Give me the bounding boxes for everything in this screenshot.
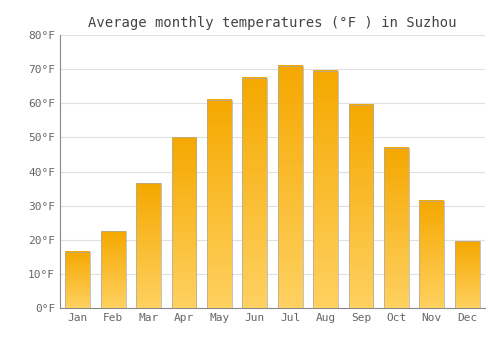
Bar — [384, 148, 409, 308]
Bar — [172, 137, 196, 308]
Bar — [420, 201, 444, 308]
Bar — [136, 183, 161, 308]
Bar — [66, 252, 90, 308]
Bar — [242, 78, 267, 308]
Title: Average monthly temperatures (°F ) in Suzhou: Average monthly temperatures (°F ) in Su… — [88, 16, 457, 30]
Bar — [313, 71, 338, 308]
Bar — [455, 241, 479, 308]
Bar — [348, 105, 374, 308]
Bar — [207, 100, 232, 308]
Bar — [100, 231, 126, 308]
Bar — [278, 66, 302, 308]
